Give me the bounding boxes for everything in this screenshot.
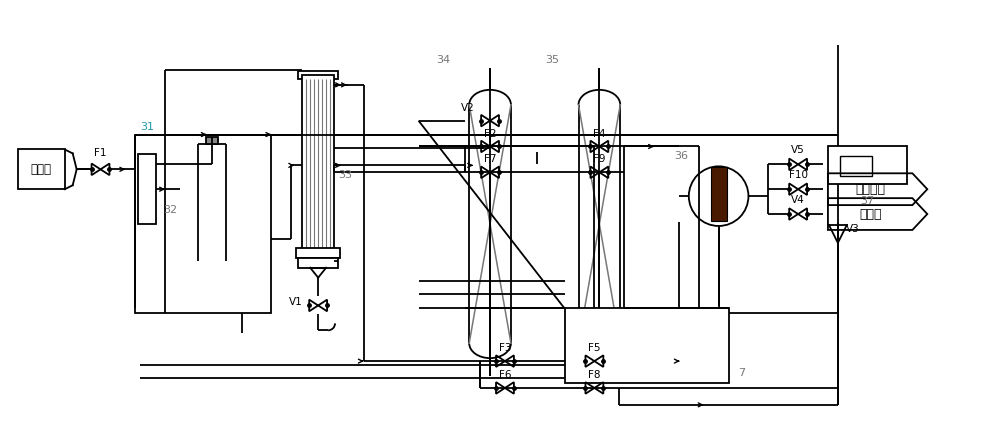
Bar [565, 309, 729, 383]
Text: 取样口: 取样口 [859, 207, 881, 221]
Text: F1: F1 [94, 148, 107, 159]
Text: V5: V5 [791, 146, 805, 155]
Text: 36: 36 [674, 151, 688, 161]
Bar [840, 156, 872, 176]
Bar [828, 147, 907, 184]
Text: F2: F2 [484, 128, 496, 139]
Text: F9: F9 [593, 155, 606, 164]
Text: 37: 37 [861, 196, 875, 206]
Text: F8: F8 [588, 370, 601, 380]
Text: 34: 34 [436, 55, 450, 65]
Bar [138, 155, 156, 224]
Bar [296, 248, 340, 258]
Text: F7: F7 [484, 155, 496, 164]
Text: 32: 32 [163, 205, 177, 215]
Text: 33: 33 [338, 170, 352, 180]
Bar [18, 150, 65, 189]
Text: F5: F5 [588, 343, 601, 353]
Text: V3: V3 [846, 224, 860, 234]
Bar [135, 135, 271, 313]
Bar [302, 75, 334, 251]
Text: F10: F10 [789, 170, 808, 180]
Text: V2: V2 [461, 103, 475, 113]
Text: 原料气: 原料气 [31, 163, 52, 176]
Text: 35: 35 [546, 55, 560, 65]
Bar [298, 258, 338, 268]
Bar [298, 71, 338, 79]
Text: 7: 7 [738, 368, 746, 378]
Text: F4: F4 [593, 128, 606, 139]
Text: F3: F3 [499, 343, 511, 353]
Text: V4: V4 [791, 195, 805, 205]
Text: F6: F6 [499, 370, 511, 380]
Bar [711, 167, 727, 221]
Bar [206, 137, 218, 144]
Text: V1: V1 [289, 297, 303, 307]
Text: 高纯氮气: 高纯氮气 [855, 183, 885, 196]
Text: 31: 31 [140, 122, 154, 131]
